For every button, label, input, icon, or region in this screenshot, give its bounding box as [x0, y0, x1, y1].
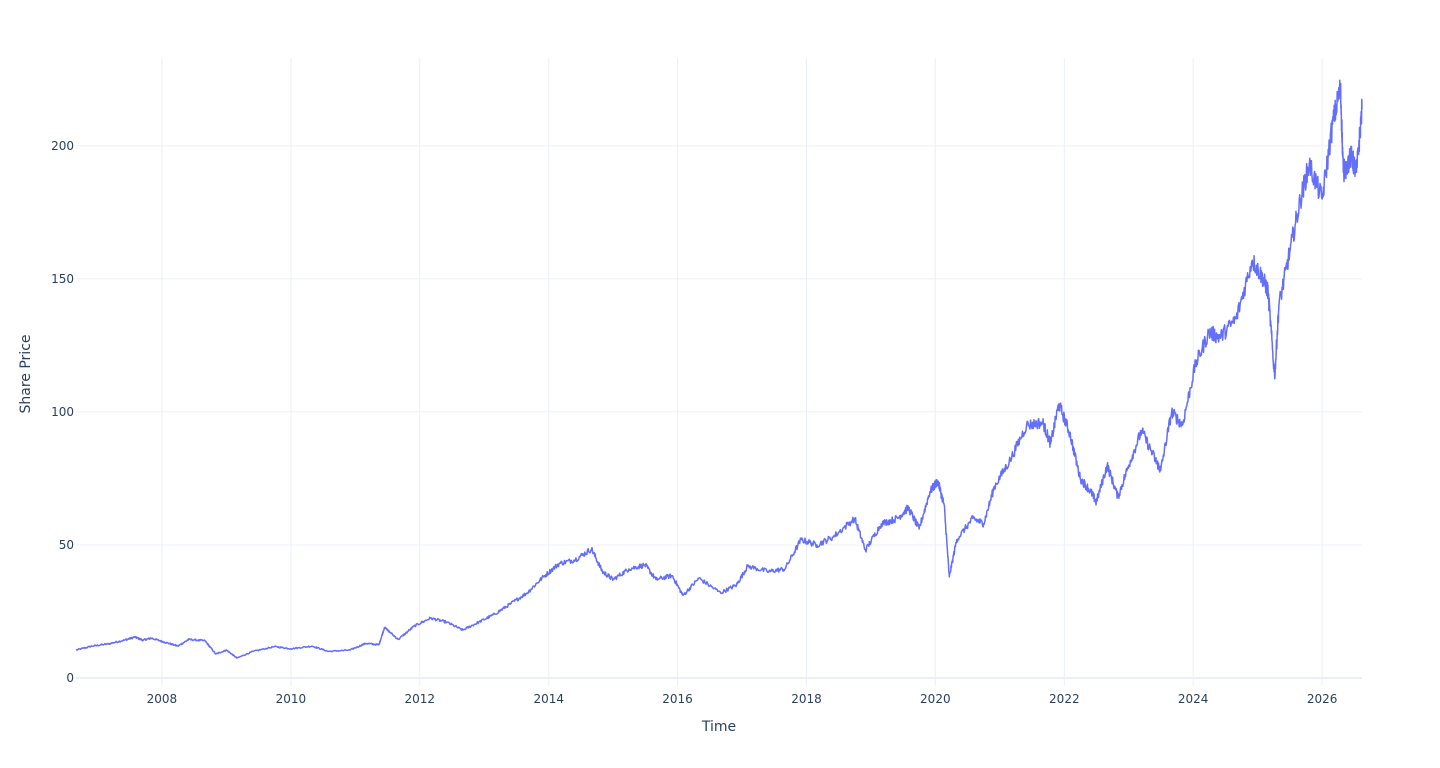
y-tick-label: 100 [51, 405, 74, 419]
x-tick-label: 2024 [1178, 692, 1209, 706]
series-layer [75, 79, 1363, 659]
x-axis: 2008 2010 2012 2014 2016 2018 2020 2022 2024 2026 [147, 692, 1338, 706]
x-axis-title: Time [701, 719, 736, 735]
x-tick-label: 2026 [1307, 692, 1338, 706]
x-tick-label: 2020 [920, 692, 951, 706]
x-tick-label: 2018 [791, 692, 822, 706]
x-tick-label: 2014 [533, 692, 564, 706]
y-tick-label: 50 [59, 538, 74, 552]
grid-layer [76, 58, 1362, 686]
x-tick-label: 2012 [404, 692, 435, 706]
y-tick-label: 200 [51, 139, 74, 153]
y-axis: 0 50 100 150 200 [51, 139, 74, 685]
x-tick-label: 2016 [662, 692, 693, 706]
y-tick-label: 150 [51, 272, 74, 286]
y-axis-title: Share Price [18, 334, 34, 413]
y-tick-label: 0 [66, 671, 74, 685]
x-tick-label: 2010 [276, 692, 307, 706]
x-tick-label: 2022 [1049, 692, 1080, 706]
x-tick-label: 2008 [147, 692, 178, 706]
series-line [75, 79, 1363, 659]
